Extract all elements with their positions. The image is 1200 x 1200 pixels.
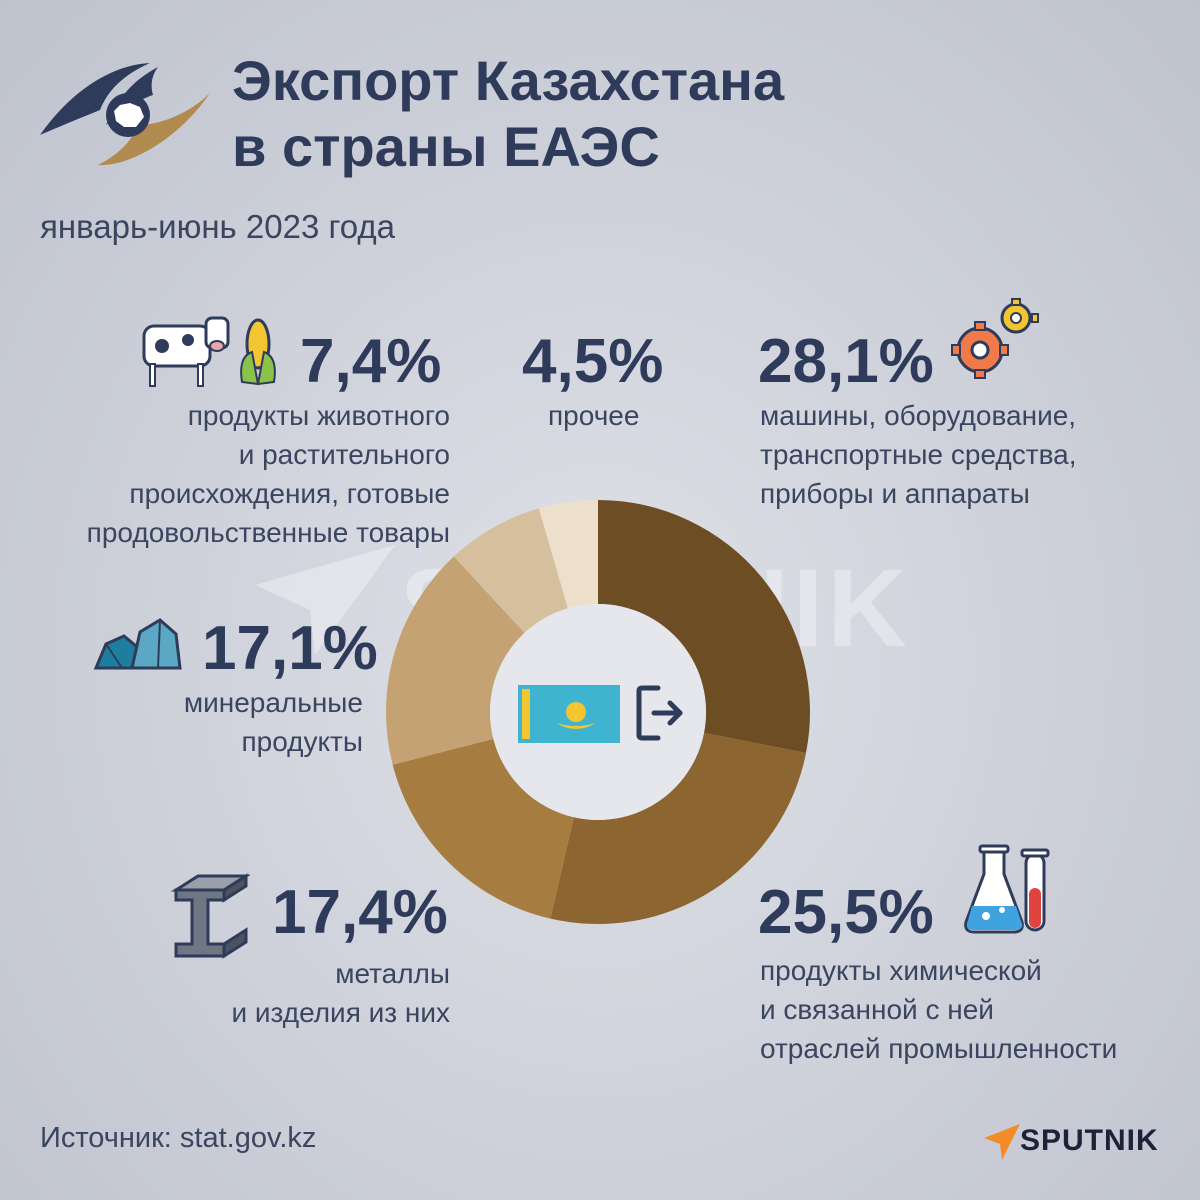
food-percent: 7,4% (300, 327, 442, 396)
donut-slice-1 (550, 732, 806, 924)
sputnik-watermark-arrow-icon (255, 545, 395, 655)
title-line-2: в страны ЕАЭС (232, 115, 660, 178)
donut-slice-4 (453, 508, 568, 633)
page-title: Экспорт Казахстана в страны ЕАЭС (232, 48, 784, 180)
metals-percent: 17,4% (272, 878, 448, 947)
gears-icon (951, 298, 1039, 379)
subtitle: январь-июнь 2023 года (40, 208, 396, 245)
machines-percent: 28,1% (758, 327, 934, 396)
minerals-description: минеральные продукты (183, 687, 363, 757)
chemicals-description: продукты химической и связанной с ней от… (760, 955, 1118, 1064)
donut-slices (386, 500, 810, 924)
machines-description: машины, оборудование, транспортные средс… (760, 400, 1077, 509)
donut-slice-0 (598, 500, 810, 754)
metals-description: металлы и изделия из них (231, 958, 450, 1028)
donut-slice-5 (538, 500, 598, 609)
coal-icon (93, 618, 182, 670)
steel-beam-icon (170, 873, 250, 959)
kazakhstan-flag-icon (518, 685, 620, 743)
sputnik-logo-text: SPUTNIK (1020, 1124, 1159, 1157)
title-line-1: Экспорт Казахстана (232, 49, 785, 112)
other-description: прочее (548, 400, 640, 431)
eaeu-logo-icon (40, 63, 210, 166)
export-icon (636, 685, 683, 741)
chemicals-percent: 25,5% (758, 878, 934, 947)
other-percent: 4,5% (522, 327, 664, 396)
flask-icon (964, 844, 1050, 934)
minerals-percent: 17,1% (202, 614, 378, 683)
donut-slice-3 (386, 556, 525, 765)
source-text: Источник: stat.gov.kz (40, 1122, 317, 1154)
cow-corn-icon (142, 316, 276, 387)
donut-slice-2 (392, 738, 574, 919)
food-description: продукты животного и растительного проис… (86, 400, 450, 548)
sputnik-logo-icon (984, 1124, 1020, 1160)
